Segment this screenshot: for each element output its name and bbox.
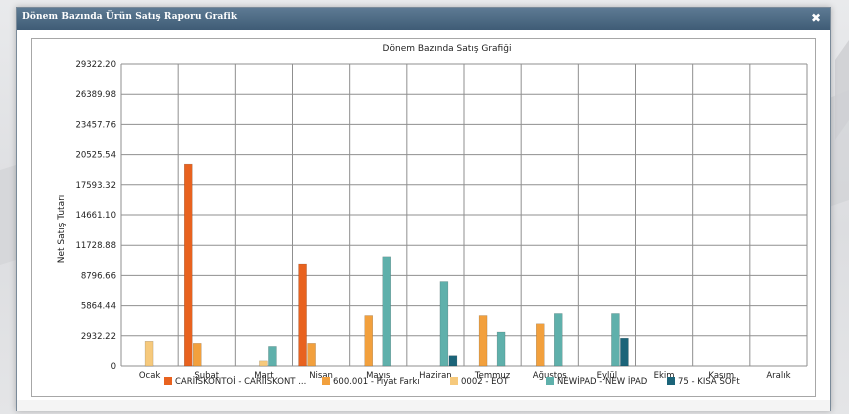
y-tick-label: 2932.22 — [81, 332, 116, 342]
y-tick-label: 17593.32 — [75, 181, 116, 191]
window-footer — [17, 400, 830, 411]
bar-1-7 — [536, 323, 545, 367]
legend-label: NEWİPAD - NEW İPAD — [557, 376, 648, 387]
legend-swatch — [667, 377, 675, 385]
x-tick-label: Ağustos — [533, 371, 568, 381]
bar-3-4 — [382, 256, 391, 367]
y-axis-ticks: 29322.20 26389.98 23457.76 20525.54 17593.32… — [75, 60, 116, 372]
bar-2-0 — [144, 341, 154, 367]
window-titlebar[interactable]: Dönem Bazında Ürün Satış Raporu Grafik ✖ — [17, 8, 830, 30]
bar-1-1 — [193, 343, 202, 367]
legend: CARİİSKONTOİ - CARİİSKONT ... 600.001 - F… — [164, 376, 740, 387]
x-tick-label: Aralık — [766, 371, 790, 381]
legend-label: CARİİSKONTOİ - CARİİSKONT ... — [175, 376, 306, 387]
x-tick-label: Mart — [254, 371, 274, 381]
legend-label: 0002 - EOT — [461, 377, 509, 387]
legend-label: 600.001 - Fiyat Farkı — [333, 377, 420, 387]
bar-2-2 — [259, 360, 268, 367]
bar-3-2 — [268, 346, 277, 367]
y-tick-label: 11728.88 — [75, 241, 116, 251]
chart-frame: Dönem Bazında Satış Grafiği Net Satış Tu… — [31, 38, 816, 397]
y-tick-label: 26389.98 — [75, 90, 116, 100]
y-tick-label: 5864.44 — [81, 302, 116, 312]
y-tick-label: 23457.76 — [75, 120, 116, 130]
x-tick-label: Kasım — [708, 371, 734, 381]
x-tick-label: Temmuz — [474, 371, 511, 381]
x-tick-label: Eylül — [597, 371, 618, 381]
bar-4-8 — [620, 337, 629, 367]
close-button[interactable]: ✖ — [810, 11, 822, 25]
y-tick-label: 29322.20 — [75, 60, 116, 70]
y-tick-label: 8796.66 — [81, 271, 116, 281]
legend-swatch — [322, 377, 330, 385]
y-tick-label: 0 — [111, 362, 116, 372]
bar-4-5 — [448, 355, 458, 367]
grid-lines — [120, 63, 808, 367]
x-tick-label: Ekim — [654, 371, 675, 381]
x-tick-label: Haziran — [419, 371, 452, 381]
bar-1-4 — [364, 315, 373, 367]
window-title: Dönem Bazında Ürün Satış Raporu Grafik — [22, 12, 238, 22]
x-tick-label: Şubat — [194, 371, 219, 381]
legend-swatch — [164, 377, 172, 385]
x-tick-label: Ocak — [139, 371, 161, 381]
y-axis-label: Net Satış Tutarı — [57, 195, 67, 264]
legend-swatch — [546, 377, 554, 385]
bar-1-3 — [307, 343, 316, 367]
chart-title: Dönem Bazında Satış Grafiği — [383, 44, 512, 54]
bar-3-6 — [496, 331, 506, 367]
bar-0-3 — [298, 263, 307, 367]
bar-0-1 — [184, 163, 193, 367]
bar-3-7 — [554, 313, 563, 367]
x-axis-ticks: Ocak Şubat Mart Nisan Mayıs Haziran Temmuz Ağus… — [139, 371, 791, 381]
x-tick-label: Mayıs — [366, 371, 391, 381]
bar-3-5 — [439, 281, 449, 367]
legend-label: 75 - KISA SOFt — [678, 377, 740, 387]
sales-chart: Dönem Bazında Satış Grafiği Net Satış Tu… — [57, 44, 808, 387]
y-tick-label: 20525.54 — [75, 151, 116, 161]
legend-swatch — [450, 377, 458, 385]
bar-1-6 — [478, 315, 488, 367]
y-tick-label: 14661.10 — [75, 211, 116, 221]
bar-3-8 — [611, 313, 620, 367]
bars — [144, 163, 629, 367]
chart-report-window: Dönem Bazında Ürün Satış Raporu Grafik ✖… — [16, 7, 831, 411]
x-tick-label: Nisan — [309, 371, 333, 381]
